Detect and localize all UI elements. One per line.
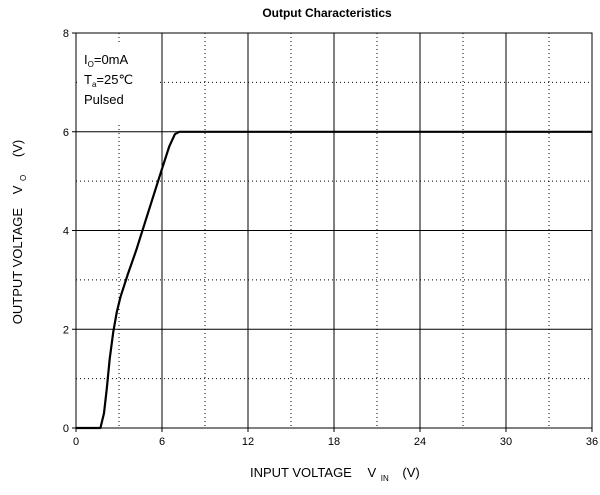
series-line xyxy=(76,130,592,430)
x-axis-label: INPUT VOLTAGE V IN (V) xyxy=(250,465,420,484)
x-tick-label: 24 xyxy=(414,436,426,448)
annotation-background xyxy=(77,45,157,123)
x-axis-symbol-subscript: IN xyxy=(381,474,389,483)
annotation-line: IO=0mA xyxy=(84,52,129,69)
x-tick-label: 36 xyxy=(586,436,598,448)
grid xyxy=(76,33,592,428)
annotation-subscript: a xyxy=(92,80,97,89)
x-axis-label-text: INPUT VOLTAGE xyxy=(250,465,352,480)
y-axis-unit: (V) xyxy=(10,140,25,157)
x-tick-label: 18 xyxy=(328,436,340,448)
annotation-line: Pulsed xyxy=(84,92,124,107)
y-tick-label: 0 xyxy=(63,423,69,435)
x-tick-label: 12 xyxy=(242,436,254,448)
y-tick-label: 2 xyxy=(63,324,69,336)
chart-title: Output Characteristics xyxy=(262,6,392,20)
y-tick-label: 4 xyxy=(63,226,69,238)
y-axis-symbol: V xyxy=(10,185,25,194)
y-tick-label: 8 xyxy=(63,28,69,40)
y-axis-label-text: OUTPUT VOLTAGE xyxy=(10,208,25,325)
annotation-subscript: O xyxy=(88,60,94,69)
x-tick-label: 0 xyxy=(73,436,79,448)
annotation-text: Pulsed xyxy=(84,92,124,107)
annotation-box: IO=0mA Ta=25℃ Pulsed xyxy=(77,45,157,123)
y-tick-label: 6 xyxy=(63,127,69,139)
annotation-text: I xyxy=(84,52,88,67)
x-tick-label: 6 xyxy=(159,436,165,448)
x-axis-unit: (V) xyxy=(402,465,419,480)
annotation-text: T xyxy=(84,72,92,87)
x-tick-label: 30 xyxy=(500,436,512,448)
y-axis-label: OUTPUT VOLTAGE V O (V) xyxy=(10,140,29,324)
series-group xyxy=(76,130,592,430)
x-axis-symbol: V xyxy=(367,465,376,480)
annotation-line: Ta=25℃ xyxy=(84,72,133,89)
y-axis-symbol-subscript: O xyxy=(19,175,28,181)
